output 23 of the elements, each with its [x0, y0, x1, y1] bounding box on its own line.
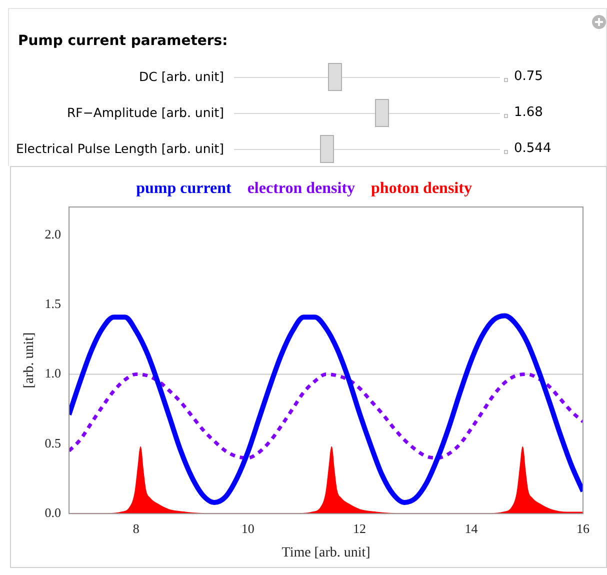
x-tick-label: 10 — [241, 520, 254, 536]
x-tick-label: 14 — [464, 520, 478, 536]
text: photon density — [371, 180, 472, 198]
y-tick-label: 2.0 — [44, 226, 62, 242]
line-series — [69, 372, 583, 460]
y-tick-label: 1.5 — [44, 296, 62, 311]
y-tick-label: 0.5 — [44, 435, 62, 450]
y-tick-label: 1.0 — [44, 366, 62, 381]
y-tick-label: 0.0 — [44, 505, 62, 520]
text: Pump current parameters: — [18, 33, 228, 49]
text: DC [arb. unit] — [139, 69, 224, 84]
x-axis-title: Time [arb. unit] — [282, 545, 370, 560]
text: 1.68 — [514, 105, 543, 120]
x-tick-label: 8 — [132, 520, 140, 536]
y-axis-title: [arb. unit] — [22, 332, 38, 388]
x-tick-label: 12 — [353, 520, 366, 536]
text: Electrical Pulse Length [arb. unit] — [16, 141, 224, 156]
text: electron density — [247, 180, 356, 198]
text: pump current — [136, 180, 232, 198]
text: RF−Amplitude [arb. unit] — [66, 105, 224, 120]
x-tick-label: 16 — [576, 520, 590, 536]
text: 0.544 — [514, 141, 552, 156]
text: 0.75 — [514, 69, 543, 84]
